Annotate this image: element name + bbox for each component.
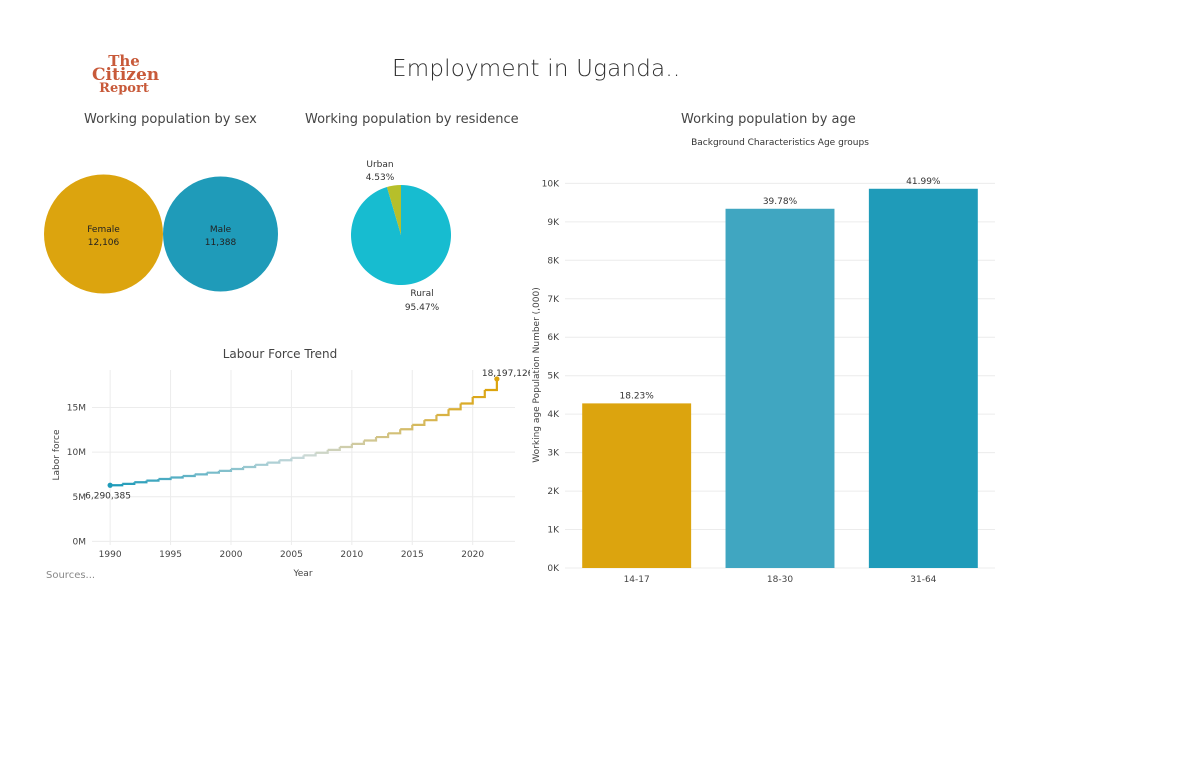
labour-line-segment (327, 446, 341, 452)
labour-line-segment (424, 415, 438, 422)
age-bar-chart: Background Characteristics Age groups Wo… (532, 138, 995, 585)
age-y-tick-label: 2K (547, 487, 560, 497)
age-y-tick-label: 7K (547, 295, 560, 305)
labour-line-segment (146, 479, 160, 482)
bubble-value-male: 11,388 (205, 238, 237, 248)
labour-y-tick-label: 0M (73, 537, 87, 547)
labour-line-segment (267, 460, 281, 464)
labour-line-segment (279, 457, 293, 462)
labour-y-tick-label: 10M (67, 448, 86, 458)
labour-line-segment (436, 409, 450, 417)
age-y-tick-label: 10K (542, 179, 560, 189)
labour-line-segment (339, 443, 353, 449)
labour-start-point[interactable] (107, 482, 113, 488)
bubble-label-female: Female (87, 225, 120, 235)
labour-x-tick-label: 2010 (340, 550, 363, 560)
labour-line-segment (170, 475, 184, 479)
age-y-tick-label: 9K (547, 218, 560, 228)
bubble-value-female: 12,106 (88, 238, 120, 248)
age-bar-value-label: 39.78% (763, 197, 798, 207)
labour-line-segment (400, 424, 414, 431)
age-chart-title: Working population by age (681, 112, 856, 127)
age-y-tick-label: 5K (547, 372, 560, 382)
labour-force-chart: Labour Force Trend Year Labor force 1990… (52, 347, 530, 579)
residence-chart-title: Working population by residence (305, 112, 519, 127)
labour-y-tick-label: 5M (73, 493, 87, 503)
labour-x-tick-label: 1990 (99, 550, 122, 560)
labour-x-tick-label: 2015 (401, 550, 424, 560)
citizen-report-logo: The Citizen Report (92, 52, 160, 96)
labour-line-segment (206, 470, 220, 474)
labour-y-tick-label: 15M (67, 404, 86, 414)
age-y-axis-label: Working age Population Number (,000) (532, 287, 542, 462)
labour-line-segment (472, 390, 486, 399)
labour-line-segment (218, 469, 233, 472)
pie-label-rural: Rural (410, 289, 433, 299)
labour-start-label: 6,290,385 (85, 491, 131, 501)
bubble-male[interactable] (163, 176, 278, 292)
pie-slice-urban[interactable] (386, 185, 401, 235)
labour-end-point[interactable] (494, 376, 500, 382)
labour-line-segment (388, 429, 402, 435)
age-x-tick-label: 18-30 (767, 575, 793, 585)
age-y-tick-label: 8K (547, 256, 560, 266)
age-bar-14-17[interactable] (582, 403, 692, 568)
age-y-tick-label: 4K (547, 410, 560, 420)
age-bar-18-30[interactable] (725, 208, 835, 568)
labour-line-segment (315, 449, 329, 454)
labour-chart-title: Labour Force Trend (223, 347, 337, 361)
labour-x-tick-label: 2020 (461, 550, 484, 560)
sources-link[interactable]: Sources... (46, 570, 96, 581)
age-bar-value-label: 18.23% (620, 391, 655, 401)
labour-line-segment (412, 420, 426, 427)
labour-line-segment (255, 462, 269, 466)
bubble-female[interactable] (44, 174, 163, 294)
labour-line-segment (122, 482, 136, 485)
labour-line-segment (291, 455, 305, 459)
labour-line-segment (363, 437, 378, 442)
sex-bubble-chart: Female 12,106 Male 11,388 (44, 174, 278, 294)
bubble-label-male: Male (210, 225, 232, 235)
page-title: Employment in Uganda.. (392, 56, 681, 82)
labour-line-segment (230, 466, 245, 471)
age-bar-31-64[interactable] (868, 188, 978, 568)
labour-line-segment (484, 378, 498, 392)
labour-y-axis-label: Labor force (52, 429, 62, 480)
labour-line-segment (351, 440, 366, 445)
age-y-tick-label: 1K (547, 526, 560, 536)
labour-line-segment (158, 477, 172, 481)
pie-value-rural: 95.47% (405, 303, 440, 313)
labour-line-segment (460, 397, 474, 405)
residence-pie-chart: Urban 4.53% Rural 95.47% (351, 160, 451, 313)
age-bar-value-label: 41.99% (906, 177, 941, 187)
labour-end-label: 18,197,126 (482, 369, 530, 379)
labour-x-tick-label: 2000 (220, 550, 243, 560)
labour-line-segment (448, 403, 462, 411)
age-x-tick-label: 14-17 (624, 575, 650, 585)
labour-line-segment (243, 464, 257, 469)
labour-x-axis-label: Year (292, 569, 312, 579)
pie-label-urban: Urban (366, 160, 393, 170)
labour-line-segment (303, 452, 317, 457)
labour-line-segment (194, 472, 208, 476)
labour-line-segment (134, 480, 148, 484)
age-chart-subtitle: Background Characteristics Age groups (691, 138, 869, 148)
labour-line-segment (376, 433, 390, 439)
sex-chart-title: Working population by sex (84, 112, 257, 127)
labour-line-segment (182, 474, 196, 478)
age-y-tick-label: 6K (547, 333, 560, 343)
labour-x-tick-label: 2005 (280, 550, 303, 560)
age-y-tick-label: 0K (547, 564, 560, 574)
age-x-tick-label: 31-64 (910, 575, 936, 585)
pie-value-urban: 4.53% (366, 173, 395, 183)
labour-x-tick-label: 1995 (159, 550, 182, 560)
age-y-tick-label: 3K (547, 449, 560, 459)
